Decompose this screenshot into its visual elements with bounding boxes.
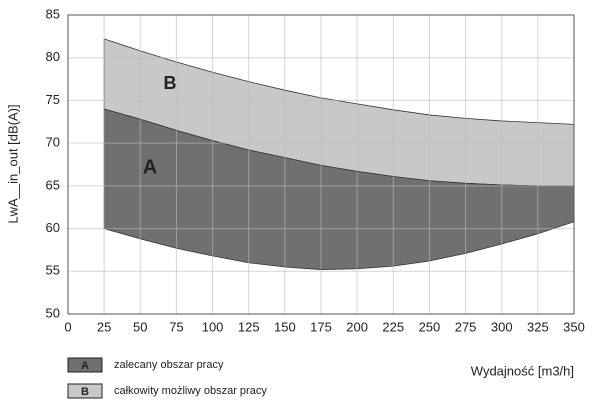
x-tick-label: 75 <box>169 319 183 334</box>
x-tick-label: 300 <box>491 319 513 334</box>
y-tick-label: 65 <box>46 177 60 192</box>
y-axis-label: LwA__in_out [dB(A)] <box>5 104 20 223</box>
legend-label: zalecany obszar pracy <box>114 359 224 371</box>
y-tick-label: 55 <box>46 263 60 278</box>
legend-swatch <box>67 357 103 373</box>
x-tick-label: 0 <box>64 319 71 334</box>
x-tick-label: 200 <box>346 319 368 334</box>
x-tick-label: 100 <box>202 319 224 334</box>
x-tick-label: 325 <box>527 319 549 334</box>
x-axis-label: Wydajność [m3/h] <box>471 363 574 378</box>
region-label: B <box>164 73 177 93</box>
y-tick-label: 50 <box>46 305 60 320</box>
legend-letter: B <box>81 386 89 398</box>
x-tick-label: 350 <box>563 319 585 334</box>
y-tick-label: 85 <box>46 6 60 21</box>
y-tick-label: 70 <box>46 135 60 150</box>
legend-letter: A <box>81 360 89 372</box>
x-tick-label: 150 <box>274 319 296 334</box>
legend-label: całkowity możliwy obszar pracy <box>114 385 267 397</box>
y-tick-label: 80 <box>46 49 60 64</box>
region-label: A <box>143 156 157 178</box>
legend-swatch <box>67 383 103 399</box>
plot-frame <box>67 14 575 315</box>
x-tick-label: 225 <box>382 319 404 334</box>
x-tick-label: 50 <box>133 319 147 334</box>
x-tick-label: 175 <box>310 319 332 334</box>
y-tick-label: 60 <box>46 220 60 235</box>
x-tick-label: 125 <box>238 319 260 334</box>
x-tick-label: 25 <box>97 319 111 334</box>
x-tick-label: 275 <box>455 319 477 334</box>
y-tick-label: 75 <box>46 92 60 107</box>
x-tick-label: 250 <box>419 319 441 334</box>
